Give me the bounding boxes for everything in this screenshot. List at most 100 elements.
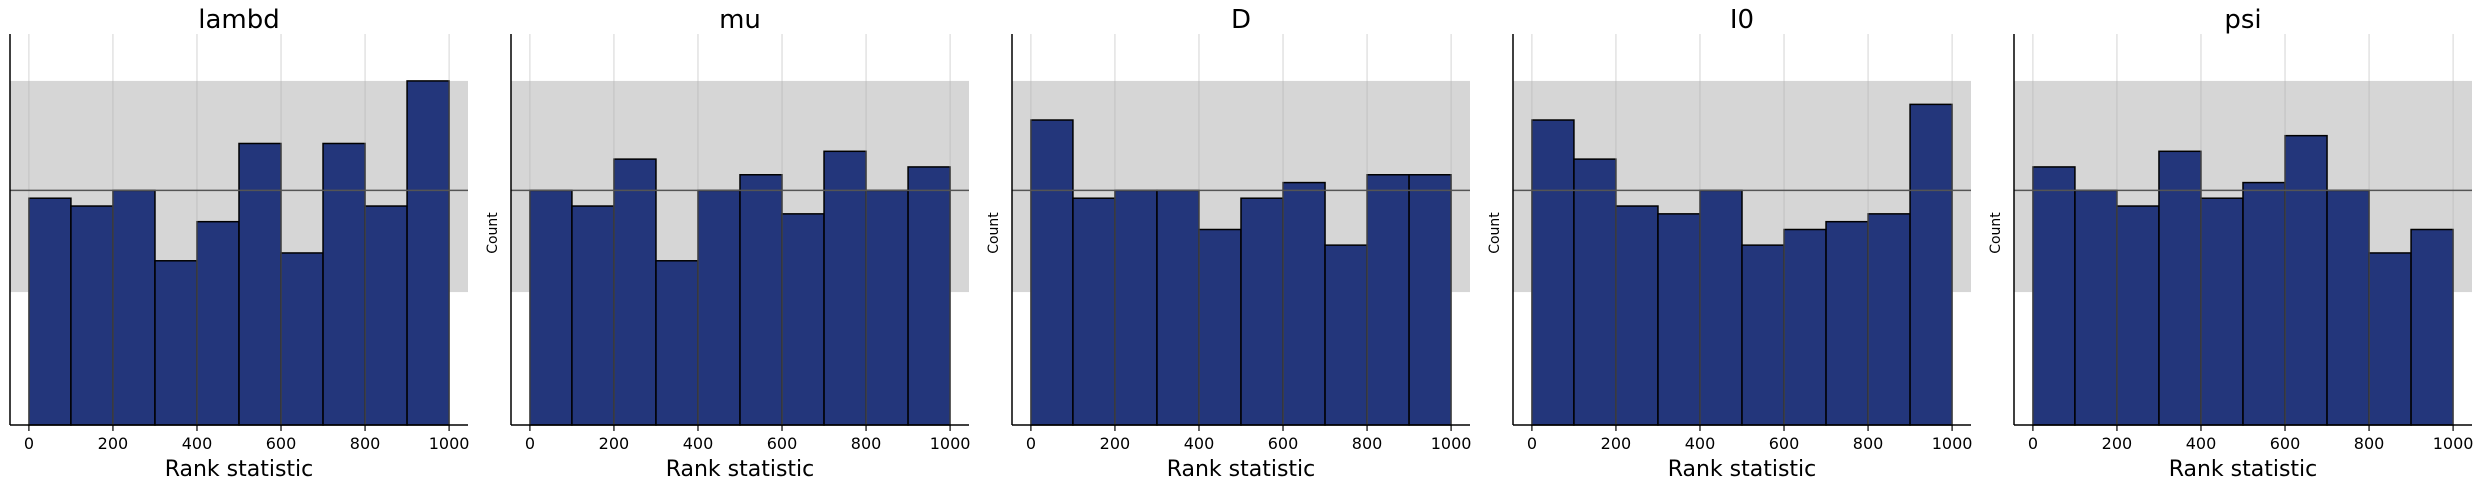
chart-panel-D: 0 200 400 600 800 1000 D Rank statistic Count <box>986 5 1471 482</box>
x-tick-label: 0 <box>2028 434 2038 453</box>
x-tick-label: 800 <box>350 434 381 453</box>
histogram-bar <box>364 205 408 426</box>
x-tick-label: 1000 <box>930 434 971 453</box>
chart-panel-I0: 0 200 400 600 800 1000 I0 Rank statistic Count <box>1487 5 1972 482</box>
y-axis-label: Count <box>1988 212 2004 254</box>
histogram-bar <box>1072 197 1116 426</box>
x-axis-label: Rank statistic <box>1668 457 1817 482</box>
chart-title: mu <box>719 5 761 35</box>
x-tick-label: 200 <box>1601 434 1632 453</box>
histogram-bar <box>2410 228 2454 426</box>
histogram-bar <box>1324 244 1368 426</box>
histogram-bar <box>823 150 867 426</box>
x-tick-label: 200 <box>599 434 630 453</box>
x-tick-label: 0 <box>24 434 34 453</box>
chart-panel-mu: 0 200 400 600 800 1000 mu Rank statistic Count <box>485 5 970 482</box>
chart-panel-lambd: 0 200 400 600 800 1000 lambd Rank statistic <box>9 5 470 482</box>
histogram-bar <box>865 189 909 426</box>
histogram-bar <box>2326 189 2370 426</box>
histogram-bar <box>571 205 615 426</box>
y-axis-label: Count <box>485 212 501 254</box>
histogram-bar <box>697 189 741 426</box>
x-axis-label: Rank statistic <box>2169 457 2318 482</box>
histogram-bar <box>781 213 825 426</box>
x-tick-label: 800 <box>1853 434 1884 453</box>
x-tick-label: 400 <box>1685 434 1716 453</box>
x-tick-label: 1000 <box>1932 434 1973 453</box>
histogram-bar <box>112 189 156 426</box>
histogram-bar <box>613 158 657 426</box>
histogram-bar <box>2242 181 2286 426</box>
histogram-bar <box>1867 213 1911 426</box>
x-tick-label: 0 <box>525 434 535 453</box>
histogram-bar <box>2284 134 2328 426</box>
histogram-bar <box>1783 228 1827 426</box>
histogram-bar <box>1114 189 1158 426</box>
histogram-bar <box>1909 103 1953 426</box>
histogram-bar <box>154 260 198 426</box>
histogram-bar <box>406 80 450 426</box>
histogram-bar <box>322 142 366 426</box>
histogram-bar <box>1240 197 1284 426</box>
histogram-bar <box>280 252 324 426</box>
x-tick-label: 600 <box>1769 434 1800 453</box>
x-tick-label: 1000 <box>429 434 470 453</box>
x-tick-label: 200 <box>2102 434 2133 453</box>
histogram-bar <box>2368 252 2412 426</box>
x-tick-label: 400 <box>2186 434 2217 453</box>
histogram-bar <box>1156 189 1200 426</box>
histogram-bar <box>1282 181 1326 426</box>
histogram-bar <box>2200 197 2244 426</box>
histogram-bar <box>2032 166 2076 426</box>
histogram-bar <box>70 205 114 426</box>
chart-title: lambd <box>198 5 280 35</box>
y-axis-label: Count <box>986 212 1002 254</box>
histogram-bar <box>1825 220 1869 426</box>
x-tick-label: 1000 <box>1431 434 1472 453</box>
histogram-bar <box>238 142 282 426</box>
histogram-bar <box>1408 174 1452 426</box>
x-axis-label: Rank statistic <box>1167 457 1316 482</box>
x-tick-label: 600 <box>767 434 798 453</box>
x-tick-label: 0 <box>1527 434 1537 453</box>
histogram-bar <box>2116 205 2160 426</box>
chart-panel-psi: 0 200 400 600 800 1000 psi Rank statistic Count <box>1988 5 2473 482</box>
histogram-bar <box>28 197 72 426</box>
x-tick-label: 200 <box>1100 434 1131 453</box>
histogram-bar <box>1366 174 1410 426</box>
x-tick-label: 400 <box>182 434 213 453</box>
x-axis-label: Rank statistic <box>165 457 314 482</box>
chart-title: I0 <box>1730 5 1754 35</box>
y-axis-label: Count <box>1487 212 1503 254</box>
x-tick-label: 400 <box>1184 434 1215 453</box>
histogram-bar <box>529 189 573 426</box>
histogram-bar <box>1615 205 1659 426</box>
histogram-bar <box>1657 213 1701 426</box>
histogram-bar <box>1699 189 1743 426</box>
histogram-bar <box>655 260 699 426</box>
x-tick-label: 400 <box>683 434 714 453</box>
histogram-bar <box>1573 158 1617 426</box>
x-tick-label: 600 <box>2270 434 2301 453</box>
histogram-bar <box>907 166 951 426</box>
chart-title: psi <box>2224 5 2261 35</box>
x-tick-label: 600 <box>1268 434 1299 453</box>
histogram-bar <box>739 174 783 426</box>
histogram-bar <box>196 220 240 426</box>
x-tick-label: 800 <box>1352 434 1383 453</box>
histogram-bar <box>2074 189 2118 426</box>
histogram-bar <box>1741 244 1785 426</box>
histogram-bar <box>1030 119 1074 426</box>
chart-title: D <box>1231 5 1251 35</box>
x-tick-label: 600 <box>266 434 297 453</box>
x-tick-label: 800 <box>851 434 882 453</box>
x-tick-label: 200 <box>98 434 129 453</box>
x-tick-label: 1000 <box>2433 434 2474 453</box>
x-tick-label: 0 <box>1026 434 1036 453</box>
histogram-bar <box>2158 150 2202 426</box>
x-tick-label: 800 <box>2354 434 2385 453</box>
x-axis-label: Rank statistic <box>666 457 815 482</box>
histogram-bar <box>1531 119 1575 426</box>
histogram-bar <box>1198 228 1242 426</box>
